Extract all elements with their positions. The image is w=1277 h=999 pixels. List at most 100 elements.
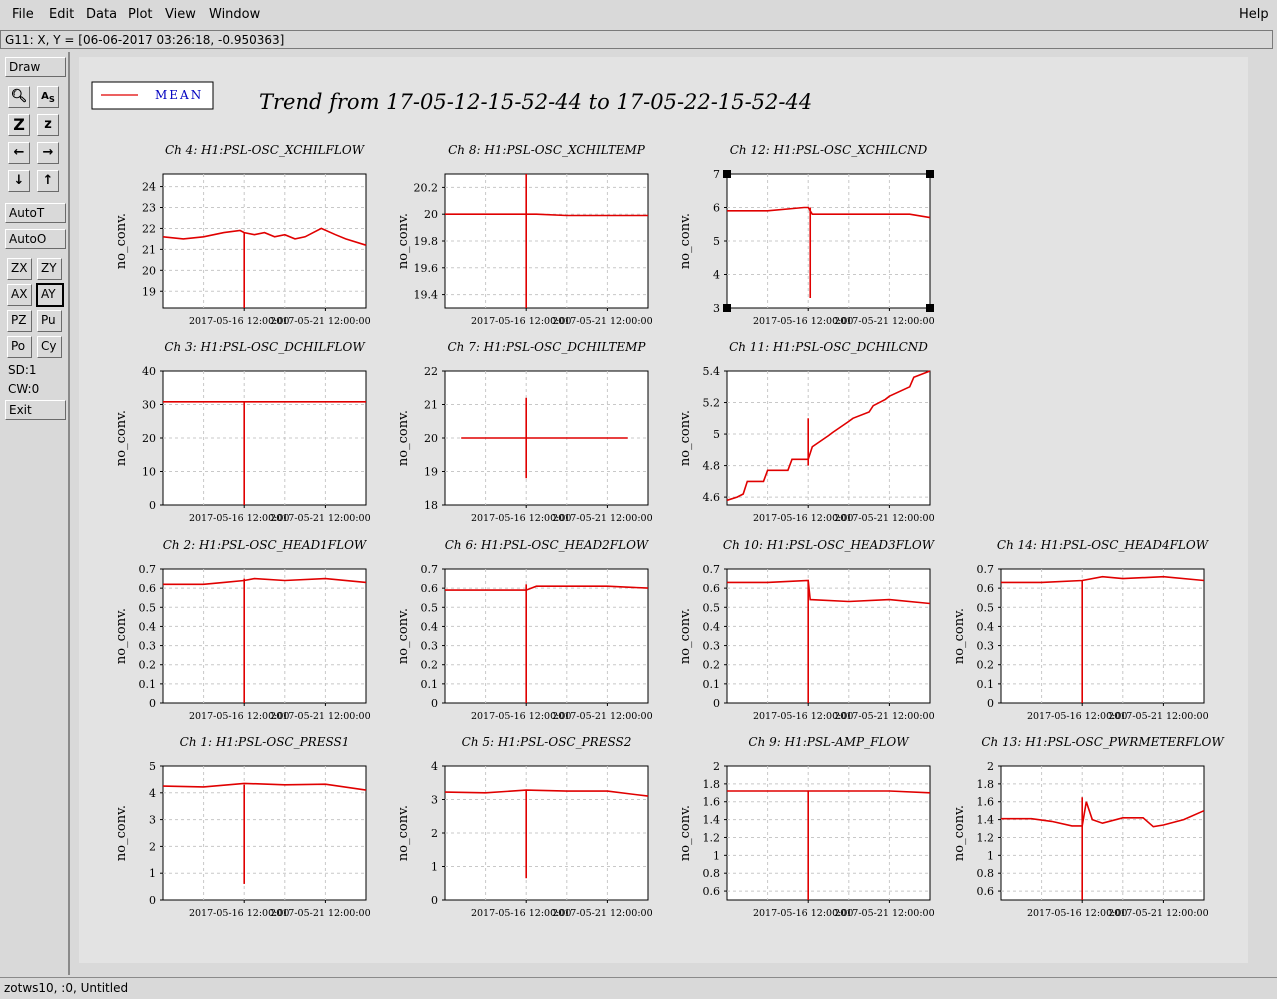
x-tick-label: 2017-05-16 12:00:00 [471,908,571,919]
y-tick-label: 22 [142,222,156,235]
plot-frame[interactable] [162,765,367,901]
menu-plot[interactable]: Plot [128,7,153,22]
arrow-right-icon[interactable]: → [37,142,59,164]
exit-button[interactable]: Exit [5,400,66,420]
series-mean-line [727,206,931,219]
y-tick-label: 0.6 [977,885,995,898]
chart-12[interactable]: Ch 5: H1:PSL-OSC_PRESS2 4 3 2 1 0 no_conv. 2017… [396,735,653,919]
menu-file[interactable]: File [12,7,34,22]
series-mean-line [727,790,931,794]
selection-handle[interactable] [926,304,934,312]
x-tick-label: 2017-05-21 12:00:00 [552,908,652,919]
y-tick-label: 0.3 [139,640,157,653]
x-tick-label: 2017-05-21 12:00:00 [552,513,652,524]
series-mean-line [726,370,931,502]
chart-title: Ch 11: H1:PSL-OSC_DCHILCND [729,340,928,354]
zoom-in-icon[interactable]: Z [8,114,30,136]
zoom-tool-icon[interactable]: 🔍︎ [8,86,30,108]
y-tick-label: 0.3 [703,640,721,653]
y-tick-label: 1.8 [977,778,995,791]
y-tick-label: 5 [149,760,156,773]
y-tick-label: 1.2 [703,831,721,844]
y-tick-label: 19.6 [414,262,439,275]
y-tick-label: 0.4 [977,620,995,633]
x-tick-label: 2017-05-21 12:00:00 [270,316,370,327]
plot-frame[interactable] [162,173,367,309]
x-tick-label: 2017-05-16 12:00:00 [753,711,853,722]
pu-button[interactable]: Pu [37,310,62,332]
y-tick-label: 5 [713,428,720,441]
menu-data[interactable]: Data [86,7,118,22]
series-mean-line [162,227,367,246]
arrow-up-icon[interactable]: ↑ [37,170,59,192]
chart-6[interactable]: Ch 11: H1:PSL-OSC_DCHILCND 5.4 5.2 5 4.8 4.6 n… [678,340,935,524]
y-tick-label: 0.8 [703,867,721,880]
cy-button[interactable]: Cy [37,336,62,358]
chart-13[interactable]: Ch 9: H1:PSL-AMP_FLOW 2 1.8 1.6 1.4 1.2 1 0.8 0.… [678,735,935,919]
zoom-out-icon[interactable]: z [37,114,59,136]
y-tick-label: 19 [142,285,156,298]
plot-frame[interactable] [1000,765,1205,901]
arrow-left-icon[interactable]: ← [8,142,30,164]
plot-frame[interactable] [162,568,367,704]
selection-handle[interactable] [723,170,731,178]
y-axis-label: no_conv. [952,608,967,664]
chart-title: Ch 8: H1:PSL-OSC_XCHILTEMP [448,143,646,157]
arrow-down-icon[interactable]: ↓ [8,170,30,192]
autoo-button[interactable]: AutoO [5,229,66,249]
po-button[interactable]: Po [7,336,32,358]
sd-label: SD:1 [8,363,37,377]
y-tick-label: 0.8 [977,867,995,880]
chart-3[interactable]: Ch 12: H1:PSL-OSC_XCHILCND 7 6 5 4 3 no_conv. 2… [678,143,935,327]
chart-title: Ch 12: H1:PSL-OSC_XCHILCND [730,143,928,157]
y-tick-label: 0.4 [421,620,439,633]
text-tool-icon[interactable]: AS [37,86,59,108]
y-tick-label: 19.4 [414,289,439,302]
plot-frame[interactable] [726,765,931,901]
draw-button[interactable]: Draw [5,57,66,77]
plot-frame[interactable] [444,568,649,704]
y-tick-label: 0 [149,499,156,512]
y-tick-label: 4 [713,269,720,282]
chart-title: Ch 14: H1:PSL-OSC_HEAD4FLOW [997,538,1210,552]
selection-handle[interactable] [723,304,731,312]
y-tick-label: 40 [142,365,156,378]
selection-handle[interactable] [926,170,934,178]
y-tick-label: 0.6 [139,582,157,595]
zx-button[interactable]: ZX [7,258,32,280]
chart-1[interactable]: Ch 4: H1:PSL-OSC_XCHILFLOW 24 23 22 21 20 19 no… [114,143,371,327]
x-tick-label: 2017-05-16 12:00:00 [471,513,571,524]
menu-help[interactable]: Help [1239,7,1269,22]
chart-14[interactable]: Ch 13: H1:PSL-OSC_PWRMETERFLOW 2 1.8 1.6 1.4… [952,735,1225,919]
menu-bar: File Edit Data Plot View Window Help [0,0,1277,29]
chart-11[interactable]: Ch 1: H1:PSL-OSC_PRESS1 5 4 3 2 1 0 no_conv. 201… [114,735,371,919]
ax-button[interactable]: AX [7,284,32,306]
y-tick-label: 18 [424,499,438,512]
x-tick-label: 2017-05-21 12:00:00 [834,513,934,524]
chart-7[interactable]: Ch 2: H1:PSL-OSC_HEAD1FLOW 0.7 0.6 0.5 0.4 0.… [114,538,371,722]
plot-frame[interactable] [726,568,931,704]
menu-view[interactable]: View [165,7,196,22]
menu-edit[interactable]: Edit [49,7,75,22]
y-tick-label: 20 [424,208,438,221]
chart-4[interactable]: Ch 3: H1:PSL-OSC_DCHILFLOW 40 30 20 10 0 no_co… [114,340,371,524]
ay-button[interactable]: AY [36,283,64,307]
y-tick-label: 0.1 [139,678,157,691]
y-axis-label: no_conv. [114,213,129,269]
pz-button[interactable]: PZ [7,310,32,332]
plot-frame[interactable] [1000,568,1205,704]
y-tick-label: 1 [431,861,438,874]
zy-button[interactable]: ZY [37,258,62,280]
y-tick-label: 0.7 [977,563,995,576]
chart-8[interactable]: Ch 6: H1:PSL-OSC_HEAD2FLOW 0.7 0.6 0.5 0.4 0.… [396,538,653,722]
autot-button[interactable]: AutoT [5,203,66,223]
menu-window[interactable]: Window [209,7,261,22]
chart-5[interactable]: Ch 7: H1:PSL-OSC_DCHILTEMP 22 21 20 19 18 no_c… [396,340,653,524]
y-axis-label: no_conv. [114,805,129,861]
chart-2[interactable]: Ch 8: H1:PSL-OSC_XCHILTEMP 20.2 20 19.8 19.6… [396,143,653,327]
y-tick-label: 0 [713,697,720,710]
chart-title: Ch 13: H1:PSL-OSC_PWRMETERFLOW [981,735,1225,749]
